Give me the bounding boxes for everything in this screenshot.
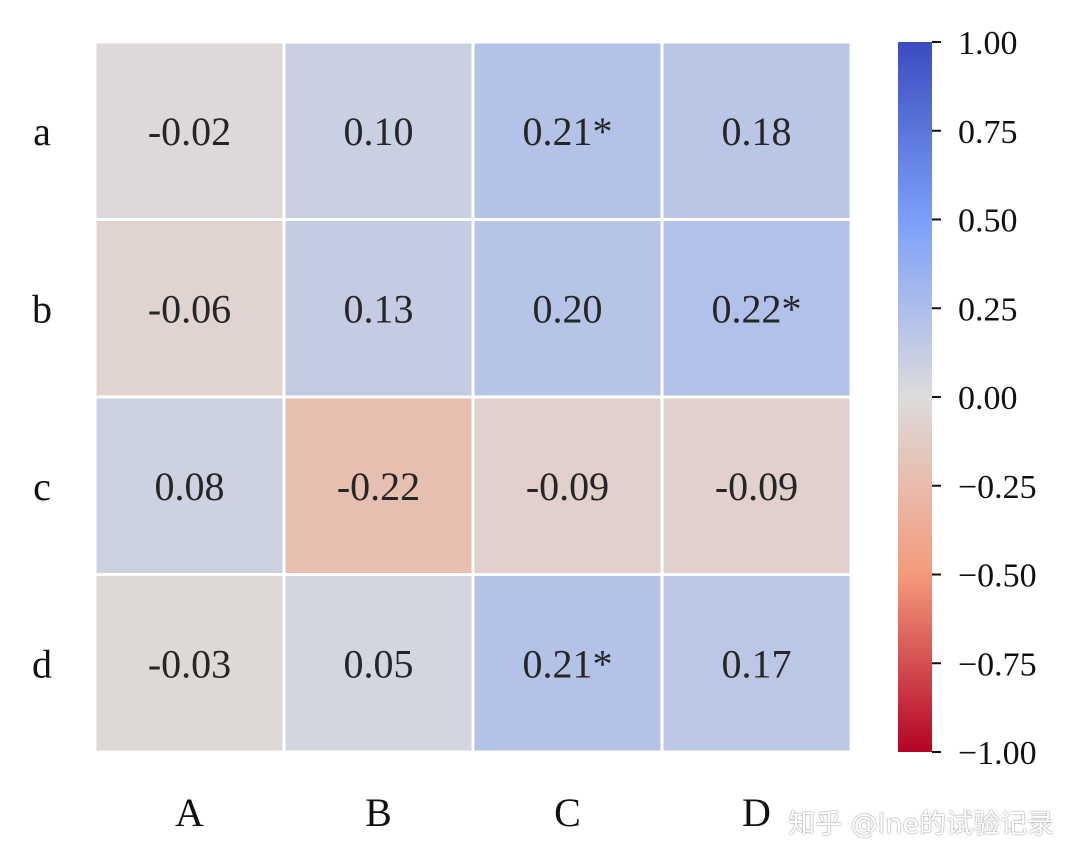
heatmap-cell-a-C (474, 43, 661, 218)
y-tick-label-c: c (33, 464, 51, 509)
heatmap-cell-b-A (96, 221, 283, 396)
cell-label-b-A: -0.06 (148, 286, 231, 331)
heatmap-cell-d-A (96, 576, 283, 751)
x-tick-label-A: A (175, 790, 204, 835)
colorbar-tick-label: 0.00 (958, 380, 1018, 417)
heatmap-cell-b-C (474, 221, 661, 396)
heatmap-cell-a-B (285, 43, 472, 218)
cell-label-a-C: 0.21* (523, 109, 613, 154)
colorbar-tick-label: −0.50 (958, 558, 1037, 595)
cell-label-a-D: 0.18 (722, 109, 792, 154)
heatmap-cell-a-A (96, 43, 283, 218)
heatmap-cell-b-D (663, 221, 850, 396)
cell-label-b-B: 0.13 (344, 286, 414, 331)
cell-label-b-C: 0.20 (533, 286, 603, 331)
heatmap-cell-d-D (663, 576, 850, 751)
heatmap-cell-c-B (285, 398, 472, 573)
cell-label-d-C: 0.21* (523, 641, 613, 686)
colorbar-ticks: 1.00 0.75 0.50 0.25 0.00 −0.25 −0.50 −0.75 −1.00 (932, 25, 1037, 772)
heatmap-cell-c-C (474, 398, 661, 573)
colorbar-tick-label: −1.00 (958, 735, 1037, 772)
y-tick-label-d: d (32, 641, 52, 686)
cell-label-c-B: -0.22 (337, 464, 420, 509)
x-tick-label-B: B (365, 790, 392, 835)
watermark: 知乎 @lne的试验记录 (788, 809, 1054, 840)
cell-label-d-B: 0.05 (344, 641, 414, 686)
heatmap-cells (96, 43, 850, 751)
heatmap-cell-d-B (285, 576, 472, 751)
cell-label-d-D: 0.17 (722, 641, 792, 686)
y-axis: a b c d (32, 109, 52, 687)
colorbar-gradient (898, 42, 932, 752)
heatmap-cell-c-A (96, 398, 283, 573)
heatmap-cell-a-D (663, 43, 850, 218)
x-axis: A B C D (175, 790, 771, 835)
x-tick-label-C: C (554, 790, 581, 835)
colorbar (898, 42, 932, 752)
colorbar-tick-label: 1.00 (958, 25, 1018, 62)
x-tick-label-D: D (742, 790, 771, 835)
cell-label-c-A: 0.08 (155, 464, 225, 509)
heatmap-cell-d-C (474, 576, 661, 751)
cell-label-d-A: -0.03 (148, 641, 231, 686)
colorbar-tick-label: 0.25 (958, 291, 1018, 328)
heatmap-cell-c-D (663, 398, 850, 573)
y-tick-label-b: b (32, 286, 52, 331)
colorbar-tick-label: −0.25 (958, 469, 1037, 506)
heatmap-cell-labels: -0.02 0.10 0.21* 0.18 -0.06 0.13 0.20 0.22* 0.08… (148, 109, 802, 687)
cell-label-c-D: -0.09 (715, 464, 798, 509)
cell-label-a-A: -0.02 (148, 109, 231, 154)
cell-label-c-C: -0.09 (526, 464, 609, 509)
heatmap-cell-b-B (285, 221, 472, 396)
y-tick-label-a: a (33, 109, 51, 154)
colorbar-tick-label: 0.50 (958, 203, 1018, 240)
colorbar-tick-label: 0.75 (958, 114, 1018, 151)
cell-label-b-D: 0.22* (712, 286, 802, 331)
colorbar-tick-label: −0.75 (958, 646, 1037, 683)
cell-label-a-B: 0.10 (344, 109, 414, 154)
